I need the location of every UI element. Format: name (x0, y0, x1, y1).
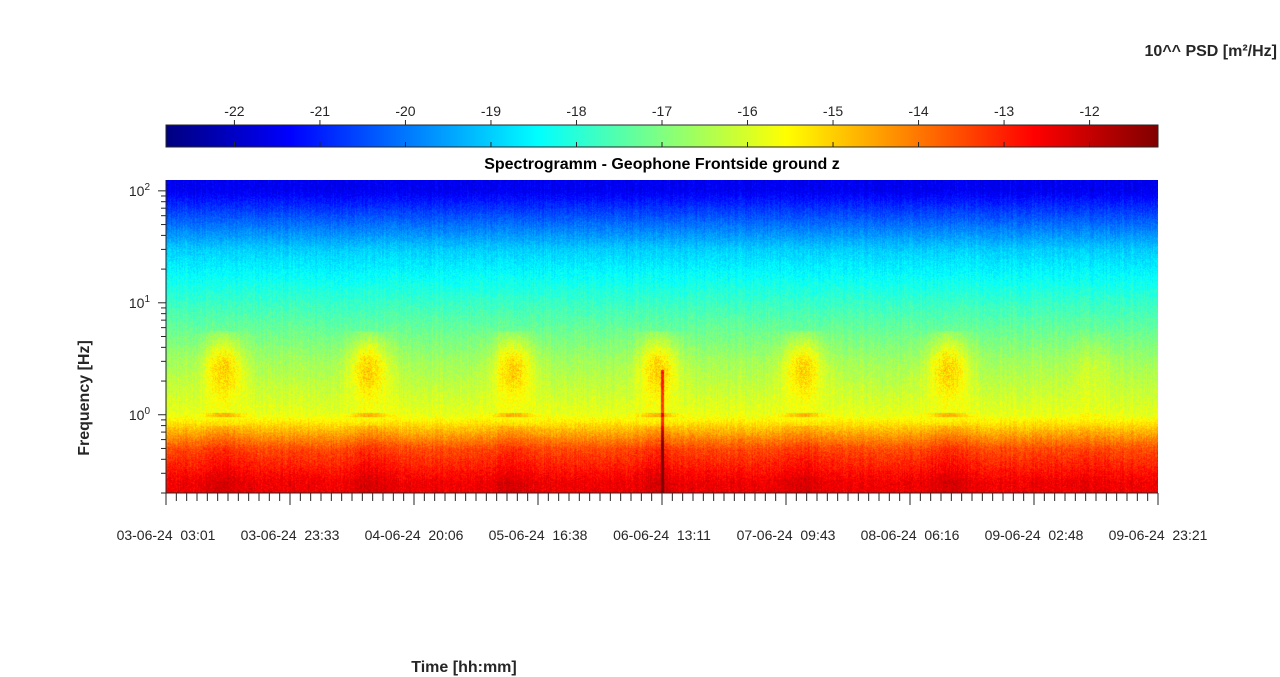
x-tick-label: 09-06-24 23:21 (1109, 527, 1208, 543)
x-tick-label: 06-06-24 13:11 (613, 527, 711, 543)
colorbar-tick-label: -22 (224, 103, 244, 119)
heatmap-plot-area: 03-06-24 03:01 03-06-24 23:33 04-06-24 20:… (117, 180, 1208, 543)
colorbar-tick-label: -14 (908, 103, 928, 119)
colorbar-tick-label: -20 (395, 103, 415, 119)
x-axis-ticks: 03-06-24 03:01 03-06-24 23:33 04-06-24 20:… (117, 492, 1208, 543)
colorbar-tick-label: -18 (566, 103, 586, 119)
x-tick-label: 03-06-24 23:33 (241, 527, 340, 543)
heatmap-canvas-holder (166, 180, 1158, 493)
x-tick-label: 09-06-24 02:48 (985, 527, 1084, 543)
colorbar-label: 10^^ PSD [m²/Hz] (1145, 43, 1277, 60)
x-tick-label: 08-06-24 06:16 (861, 527, 960, 543)
chart-title: Spectrogramm - Geophone Frontside ground… (484, 156, 840, 173)
colorbar-tick-label: -19 (481, 103, 501, 119)
x-tick-label: 07-06-24 09:43 (737, 527, 836, 543)
y-tick-label: 100 (129, 406, 151, 423)
colorbar-tick-label: -13 (994, 103, 1014, 119)
colorbar-tick-label: -12 (1079, 103, 1099, 119)
x-tick-label: 03-06-24 03:01 (117, 527, 216, 543)
x-axis-label: Time [hh:mm] (411, 659, 516, 676)
heatmap-cells (166, 180, 1158, 493)
colorbar: -22 -21 -20 -19 -18 -17 -16 -15 -14 -13 -12 (165, 103, 1159, 148)
colorbar-tick-label: -17 (652, 103, 672, 119)
colorbar-tick-label: -15 (823, 103, 843, 119)
y-tick-label: 101 (129, 294, 151, 311)
x-tick-label: 05-06-24 16:38 (489, 527, 588, 543)
y-axis-ticks: 100 101 102 (129, 180, 167, 494)
y-axis-label: Frequency [Hz] (76, 340, 93, 456)
colorbar-tick-label: -21 (310, 103, 330, 119)
colorbar-ticks: -22 -21 -20 -19 -18 -17 -16 -15 -14 -13 -12 (224, 103, 1100, 147)
y-tick-label: 102 (129, 182, 151, 199)
x-tick-label: 04-06-24 20:06 (365, 527, 464, 543)
colorbar-tick-label: -16 (737, 103, 757, 119)
